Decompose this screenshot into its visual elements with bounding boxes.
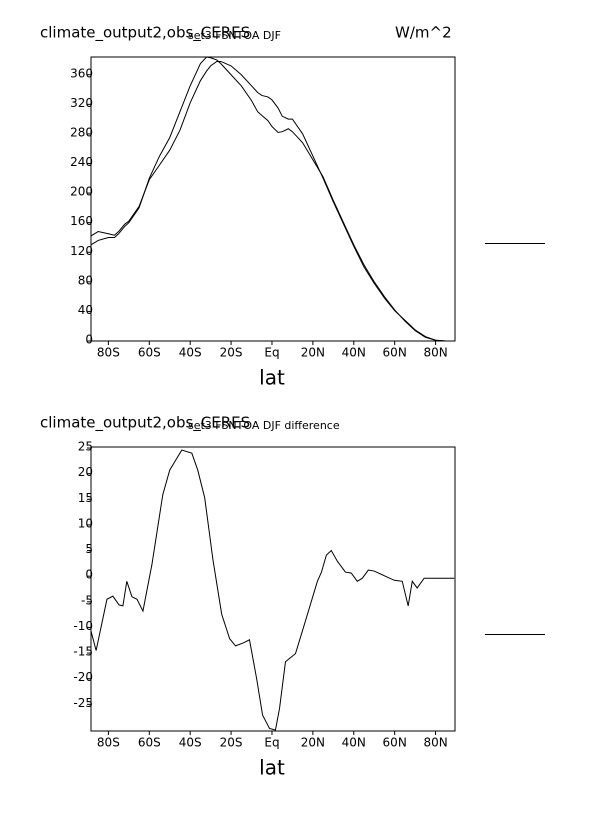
chart-title: climate_output2,obs_CERES: [40, 24, 250, 43]
x-tick-label: 40S: [179, 346, 202, 360]
x-tick-label: 80S: [97, 346, 120, 360]
y-tick-label: 240: [70, 155, 93, 169]
y-tick-label: 200: [70, 185, 93, 199]
x-tick-label: 80S: [97, 736, 120, 750]
x-tick-label: 20S: [220, 346, 243, 360]
data-line: [90, 60, 454, 342]
y-tick-label: 280: [70, 125, 93, 139]
x-tick-label: 20S: [220, 736, 243, 750]
x-tick-label: Eq: [264, 736, 279, 750]
y-tick-label: 80: [78, 273, 93, 287]
y-tick-label: 160: [70, 214, 93, 228]
x-tick-label: 60N: [383, 736, 407, 750]
y-tick-label: -10: [73, 619, 93, 633]
x-tick-label: 40N: [342, 346, 366, 360]
y-tick-label: -5: [81, 593, 93, 607]
chart-subtitle: set3 FSNTOA DJF: [188, 29, 281, 42]
y-tick-label: 20: [78, 465, 93, 479]
y-tick-label: 15: [78, 491, 93, 505]
x-tick-label: 60N: [383, 346, 407, 360]
chart-title: climate_output2,obs_CERES: [40, 414, 250, 433]
y-tick-label: -25: [73, 696, 93, 710]
plot-frame: [90, 56, 456, 342]
x-tick-label: 80N: [423, 346, 447, 360]
data-line: [90, 449, 455, 731]
y-tick-label: 360: [70, 66, 93, 80]
y-tick-label: 320: [70, 96, 93, 110]
y-tick-label: 5: [85, 542, 93, 556]
x-tick-label: 80N: [423, 736, 447, 750]
x-tick-label: 20N: [301, 346, 325, 360]
x-axis-label: lat: [259, 366, 285, 390]
y-tick-label: -15: [73, 645, 93, 659]
x-axis-label: lat: [259, 756, 285, 780]
plot-frame: [90, 446, 456, 732]
x-tick-label: 40S: [179, 736, 202, 750]
x-tick-label: Eq: [264, 346, 279, 360]
x-tick-label: 60S: [138, 736, 161, 750]
x-tick-label: 60S: [138, 346, 161, 360]
x-tick-label: 20N: [301, 736, 325, 750]
x-tick-label: 40N: [342, 736, 366, 750]
units: W/m^2: [395, 24, 452, 42]
y-tick-label: 25: [78, 440, 93, 454]
y-tick-label: 0: [85, 333, 93, 347]
y-tick-label: 120: [70, 244, 93, 258]
y-tick-label: 0: [85, 568, 93, 582]
y-tick-label: 40: [78, 303, 93, 317]
y-tick-label: -20: [73, 670, 93, 684]
y-tick-label: 10: [78, 516, 93, 530]
chart-subtitle: set3 FSNTOA DJF difference: [188, 419, 340, 432]
